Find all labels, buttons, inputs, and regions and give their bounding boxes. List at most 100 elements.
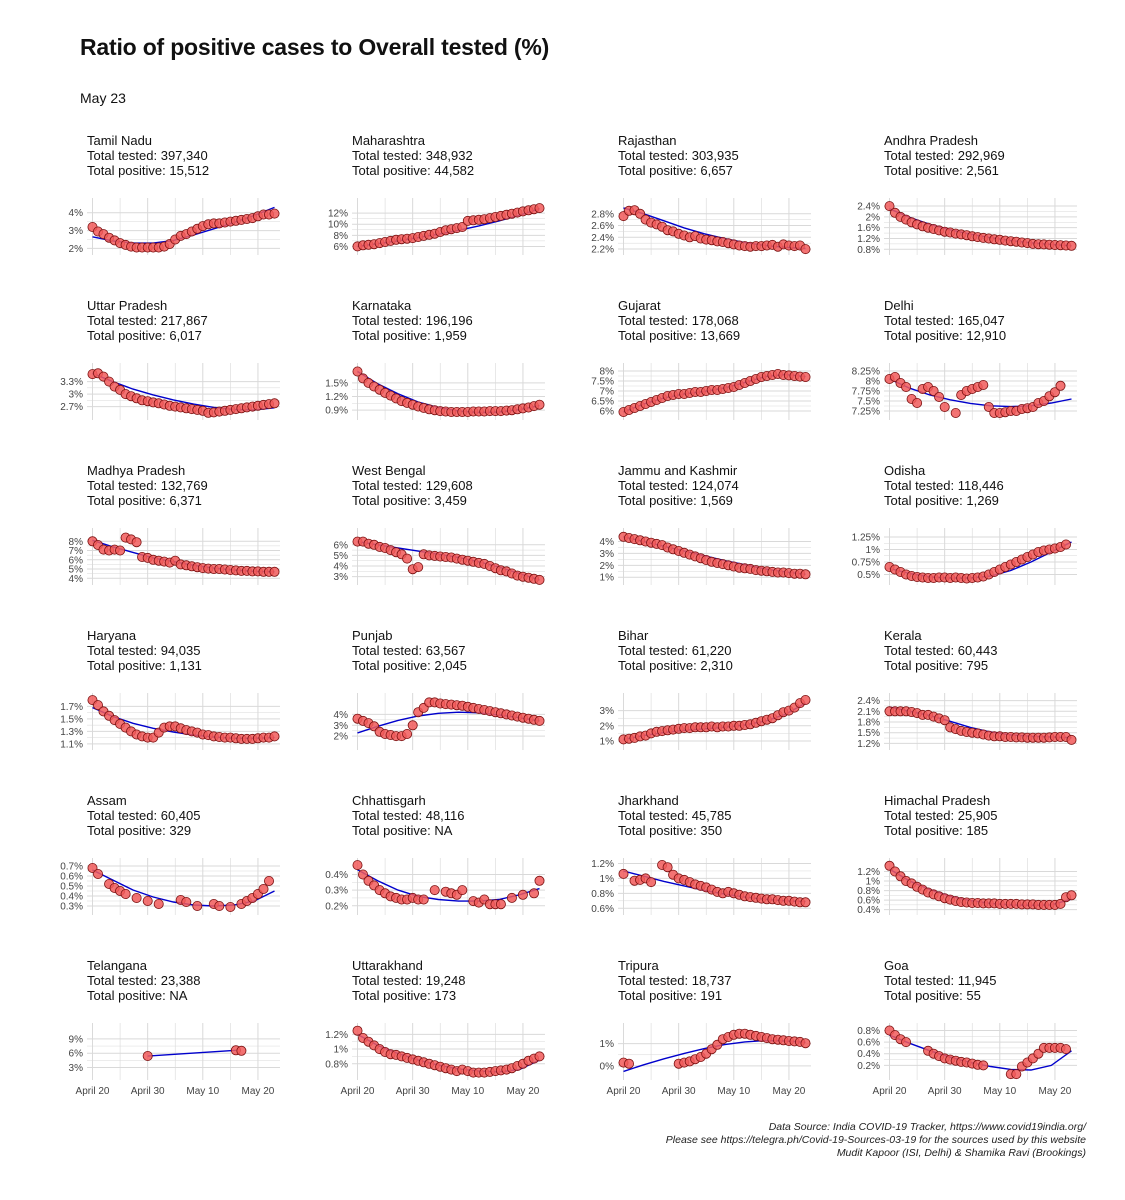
data-point [1061,1044,1072,1055]
y-tick-label: 3% [69,390,84,401]
data-point [950,407,961,418]
panel-total-tested: Total tested: 48,116 [352,808,465,823]
data-point [506,892,517,903]
trend-line [147,1049,236,1057]
panel-total-positive: Total positive: NA [352,823,453,838]
panel-total-tested: Total tested: 124,074 [618,478,739,493]
panel-total-positive: Total positive: 2,561 [884,163,999,178]
data-point [418,894,429,905]
panel-total-tested: Total tested: 25,905 [884,808,997,823]
footer-credits: Data Source: India COVID-19 Tracker, htt… [666,1121,1086,1160]
y-tick-label: 0.4% [325,870,348,881]
y-tick-label: 2% [69,244,84,255]
panel-state-name: Jammu and Kashmir [618,463,738,478]
y-tick-label: 0.6% [60,872,83,883]
y-tick-label: 1.2% [857,867,880,878]
y-tick-label: 8% [866,377,881,388]
y-tick-label: 0.6% [857,896,880,907]
y-tick-label: 6% [600,407,615,418]
y-tick-label: 12% [328,209,348,220]
footer-sources-note: Please see https://telegra.ph/Covid-19-S… [665,1134,1086,1146]
y-tick-label: 4% [69,208,84,219]
x-tick-label: May 10 [186,1086,219,1097]
y-tick-label: 3% [334,572,349,583]
data-point [429,885,440,896]
y-tick-label: 0.8% [591,889,614,900]
y-tick-label: 2.1% [857,707,880,718]
y-tick-label: 3% [69,226,84,237]
y-tick-label: 1% [334,1045,349,1056]
y-tick-label: 4% [69,574,84,585]
panel-total-positive: Total positive: 1,959 [352,328,467,343]
data-point [1055,898,1066,909]
y-tick-label: 1.1% [60,739,83,750]
data-point [939,715,950,726]
y-tick-label: 1.5% [857,728,880,739]
data-point [225,902,236,913]
panel-total-tested: Total tested: 217,867 [87,313,208,328]
y-tick-label: 8% [69,537,84,548]
y-tick-label: 0.9% [325,406,348,417]
y-tick-label: 8% [600,367,615,378]
x-tick-label: May 10 [451,1086,484,1097]
data-point [624,1058,635,1069]
panel-state-name: Chhattisgarh [352,793,426,808]
panel-state-name: Gujarat [618,298,661,313]
data-point [120,889,131,900]
y-tick-label: 7.75% [852,387,880,398]
y-tick-label: 7.5% [591,377,614,388]
y-tick-label: 0.4% [60,892,83,903]
panel-state-name: Odisha [884,463,926,478]
y-tick-label: 6.5% [591,397,614,408]
y-tick-label: 0.5% [857,570,880,581]
data-point [534,203,545,214]
y-tick-label: 1% [866,877,881,888]
panel-total-positive: Total positive: 3,459 [352,493,467,508]
y-tick-label: 1.2% [857,739,880,750]
y-tick-label: 1% [600,736,615,747]
y-tick-label: 0% [600,1061,615,1072]
data-point [142,896,153,907]
y-tick-label: 10% [328,220,348,231]
data-point [662,862,673,873]
y-tick-label: 4% [600,537,615,548]
x-tick-label: April 20 [873,1086,907,1097]
y-tick-label: 1.5% [60,714,83,725]
panel-total-positive: Total positive: 55 [884,988,981,1003]
panel-state-name: Karnataka [352,298,412,313]
y-tick-label: 1.6% [857,223,880,234]
panel-state-name: Punjab [352,628,392,643]
panel-state-name: Goa [884,958,909,973]
y-tick-label: 2.6% [591,221,614,232]
y-tick-label: 2.2% [591,245,614,256]
panel-state-name: Tripura [618,958,659,973]
y-tick-label: 3% [600,549,615,560]
data-point [1066,240,1077,251]
y-tick-label: 3.3% [60,377,83,388]
panel-total-tested: Total tested: 132,769 [87,478,208,493]
y-tick-label: 2% [600,721,615,732]
panel-state-name: Jharkhand [618,793,679,808]
panel-total-tested: Total tested: 94,035 [87,643,200,658]
data-point [153,899,164,910]
data-point [534,715,545,726]
y-tick-label: 1% [866,545,881,556]
data-point [357,869,368,880]
x-tick-label: May 20 [507,1086,540,1097]
x-tick-label: April 30 [928,1086,962,1097]
y-tick-label: 0.8% [857,245,880,256]
panel-total-tested: Total tested: 60,443 [884,643,997,658]
panel-total-positive: Total positive: 6,371 [87,493,202,508]
